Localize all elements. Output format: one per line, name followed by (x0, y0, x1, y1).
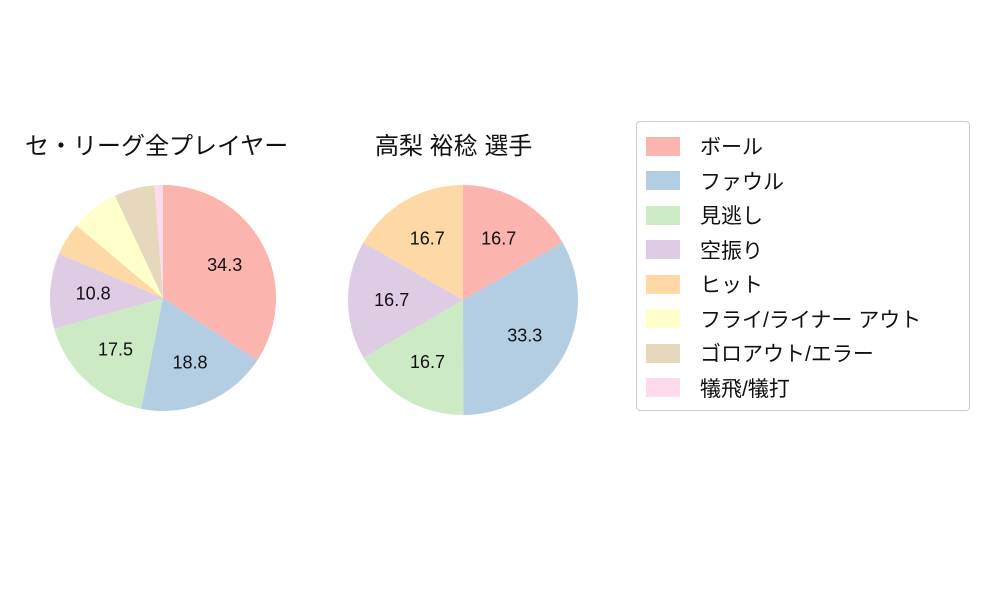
legend-item: ゴロアウト/エラー (646, 336, 969, 371)
pie-percentage-label: 16.7 (481, 228, 516, 248)
pie-slice-3 (49, 253, 163, 329)
legend-label: ゴロアウト/エラー (700, 343, 874, 367)
legend-item: ヒット (646, 267, 969, 302)
pie-slice-4 (363, 185, 463, 300)
legend-item: 見逃し (646, 198, 969, 233)
left-pie-title: セ・リーグ全プレイヤー (25, 133, 289, 160)
legend-swatch (646, 309, 680, 329)
right-pie-chart: 16.7 33.3 16.7 16.7 16.7 (348, 185, 578, 416)
pie-percentage-label: 18.8 (172, 353, 207, 373)
legend-swatch (646, 343, 680, 363)
pie-slice-2 (54, 298, 163, 409)
legend-item: ファウル (646, 164, 969, 199)
legend-swatch (646, 171, 680, 191)
legend-swatch (646, 378, 680, 398)
legend-item: ボール (646, 129, 969, 164)
left-pie-chart: 34.3 18.8 17.5 10.8 (49, 185, 277, 411)
legend-item: 犠飛/犠打 (646, 371, 969, 406)
pie-slice-5 (76, 195, 163, 298)
legend-swatch (646, 240, 680, 260)
pie-percentage-label: 17.5 (98, 340, 133, 360)
legend-label: フライ/ライナー アウト (700, 308, 922, 332)
pie-slice-2 (363, 300, 464, 416)
pie-slice-0 (463, 185, 563, 300)
legend-swatch (646, 205, 680, 225)
pie-percentage-label: 16.7 (374, 290, 409, 310)
pie-percentage-label: 10.8 (76, 284, 111, 304)
pie-slice-6 (114, 185, 163, 298)
legend-label: 空振り (700, 239, 763, 263)
pie-percentage-label: 16.7 (410, 352, 445, 372)
right-pie-title: 高梨 裕稔 選手 (375, 133, 533, 160)
pie-percentage-label: 16.7 (410, 228, 445, 248)
legend-item: フライ/ライナー アウト (646, 302, 969, 337)
legend-swatch (646, 274, 680, 294)
legend-label: ファウル (700, 170, 784, 194)
pie-slice-7 (154, 185, 163, 298)
pie-percentage-label: 33.3 (507, 326, 542, 346)
legend-label: ボール (700, 136, 763, 160)
pie-slice-1 (463, 242, 578, 415)
legend-label: 見逃し (700, 205, 763, 229)
legend-item: 空振り (646, 233, 969, 268)
pie-slice-1 (141, 298, 258, 411)
legend: ボール ファウル 見逃し 空振り ヒット フライ/ライナー アウト ゴロアウト/… (636, 121, 970, 411)
legend-label: 犠飛/犠打 (700, 377, 790, 401)
pie-slice-4 (59, 225, 163, 298)
pie-percentage-label: 34.3 (207, 255, 242, 275)
pie-slice-3 (348, 242, 463, 358)
pie-slice-0 (163, 185, 277, 361)
legend-swatch (646, 136, 680, 156)
legend-label: ヒット (700, 274, 763, 298)
